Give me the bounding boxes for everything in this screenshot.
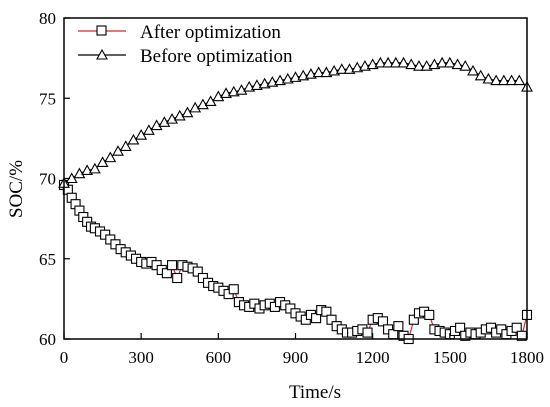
x-tick-label: 1500 <box>433 348 467 367</box>
y-tick-label: 65 <box>39 250 56 269</box>
data-point-triangle <box>497 74 510 86</box>
data-point-square <box>511 322 522 333</box>
data-point-triangle <box>150 119 163 131</box>
y-tick-label: 60 <box>39 330 56 349</box>
data-point-square <box>311 313 322 324</box>
x-tick-label: 1200 <box>356 348 390 367</box>
data-point-triangle <box>158 116 171 127</box>
data-point-square <box>166 260 178 271</box>
legend-marker-after <box>96 25 107 36</box>
data-point-triangle <box>389 56 402 68</box>
data-point-triangle <box>490 74 503 86</box>
legend-marker-before <box>96 48 108 60</box>
data-point-triangle <box>505 74 518 86</box>
y-tick-label: 70 <box>39 170 56 189</box>
data-point-triangle <box>88 162 101 174</box>
data-point-square <box>326 314 337 325</box>
y-tick-label: 80 <box>39 9 56 28</box>
data-point-triangle <box>235 84 248 95</box>
data-point-square <box>321 306 332 317</box>
data-point-triangle <box>119 140 132 151</box>
data-point-triangle <box>513 74 526 86</box>
y-tick-label: 75 <box>39 89 56 108</box>
data-point-square <box>172 272 183 284</box>
series-0 <box>58 179 533 345</box>
data-point-square <box>362 327 373 338</box>
x-tick-label: 0 <box>60 348 69 367</box>
data-point-triangle <box>374 56 387 68</box>
data-point-triangle <box>212 90 225 102</box>
data-point-square <box>377 316 389 327</box>
data-point-triangle <box>443 56 456 68</box>
data-point-square <box>455 322 466 333</box>
data-point-square <box>393 321 404 332</box>
data-point-square <box>192 266 203 277</box>
data-point-triangle <box>482 72 495 84</box>
data-point-triangle <box>335 63 348 74</box>
x-tick-label: 600 <box>206 348 232 367</box>
data-point-triangle <box>459 60 472 71</box>
x-axis-title: Time/s <box>289 382 341 403</box>
data-point-triangle <box>312 66 325 78</box>
data-markers <box>58 56 533 345</box>
data-point-square <box>424 309 435 320</box>
data-point-triangle <box>467 64 479 76</box>
data-point-triangle <box>173 109 186 121</box>
data-point-triangle <box>166 112 178 124</box>
axis-ticks: 0 300 600 900 1200 1500 1800 60 65 70 75 80 <box>39 9 544 367</box>
x-tick-label: 300 <box>128 348 154 367</box>
data-point-square <box>161 268 172 279</box>
data-point-triangle <box>451 58 464 70</box>
series-1 <box>58 56 533 188</box>
data-point-triangle <box>382 56 395 68</box>
data-point-triangle <box>73 167 86 179</box>
data-point-triangle <box>474 69 487 81</box>
data-point-triangle <box>436 56 449 68</box>
data-point-square <box>408 314 419 325</box>
data-point-triangle <box>189 101 202 113</box>
data-point-triangle <box>405 58 418 70</box>
y-axis-title: SOC/% <box>6 160 27 218</box>
legend: After optimization Before optimization <box>78 22 293 67</box>
legend-label-after: After optimization <box>140 22 281 43</box>
legend-label-before: Before optimization <box>140 46 293 67</box>
data-point-triangle <box>104 151 117 163</box>
data-point-square <box>228 284 239 295</box>
data-point-triangle <box>196 98 209 110</box>
data-point-triangle <box>397 56 410 68</box>
x-tick-label: 900 <box>283 348 309 367</box>
data-point-triangle <box>413 60 425 71</box>
x-tick-label: 1800 <box>510 348 544 367</box>
